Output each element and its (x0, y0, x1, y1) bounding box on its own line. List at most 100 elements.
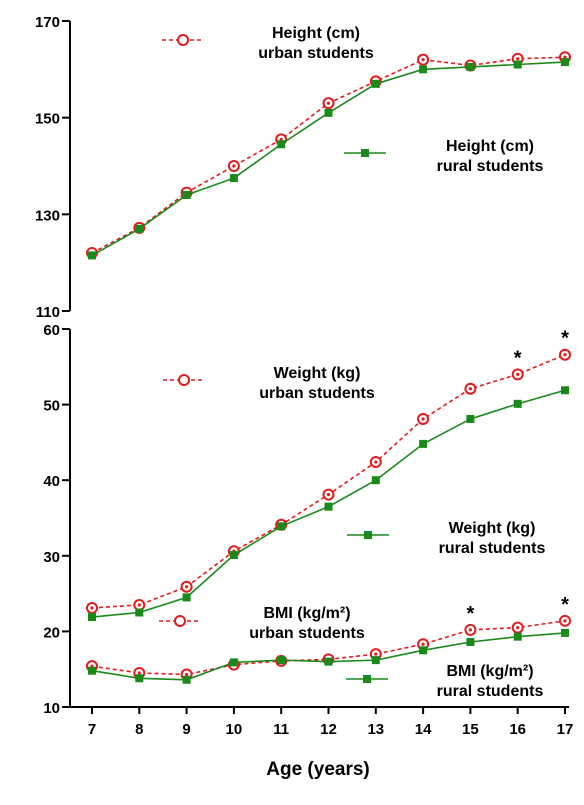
weight_bmi-series-0-marker-dot (563, 353, 567, 357)
weight_bmi-series-1-point (277, 522, 286, 531)
height-series-1-point (277, 140, 286, 149)
significance-asterisk: * (561, 594, 569, 616)
height-series-1-point (466, 62, 475, 71)
weight_bmi-series-3-point (466, 637, 475, 646)
legend-label: urban students (259, 385, 375, 402)
height-series-0-marker-dot (516, 57, 520, 61)
axes-layer: 110 130 150 170 10 20 30 40 50 60 7 8 9 10 11 12 13 14 15 1… (35, 14, 573, 738)
height-series-0-marker-dot (232, 164, 236, 168)
height-series-1-point (88, 251, 96, 260)
weight_bmi-series-3-point (371, 656, 380, 665)
weight_bmi-series-2-marker-dot (468, 628, 472, 632)
weight_bmi-series-3-point (419, 646, 428, 655)
weight_bmi-y-tick-label: 40 (43, 473, 60, 490)
height-series-0-line (91, 56, 566, 254)
height-series-1-point (135, 224, 144, 233)
legend-marker (363, 675, 371, 683)
weight_bmi-series-0-marker-dot (468, 387, 472, 391)
legend-marker (178, 374, 190, 386)
weight_bmi-series-1-point (466, 414, 475, 423)
height-series-0-marker-dot (326, 101, 331, 105)
weight_bmi-series-1-point (419, 439, 428, 448)
height-y-tick-label: 130 (35, 207, 60, 224)
weight_bmi-series-1-point (229, 551, 238, 560)
legend-label: urban students (258, 45, 374, 62)
legend-label: rural students (437, 683, 544, 700)
legend-label: Height (cm) (446, 138, 534, 155)
weight_bmi-series-0-marker-dot (374, 460, 378, 464)
weight_bmi-series-1-point (135, 608, 144, 617)
legend-label: BMI (kg/m²) (263, 605, 350, 622)
weight_bmi-series-2-marker-dot (185, 672, 189, 677)
weight_bmi-series-3-point (513, 632, 522, 641)
legend-marker (361, 149, 369, 157)
height-series-0-marker-dot (279, 137, 283, 142)
legend-label: rural students (437, 158, 544, 175)
x-tick-label: 7 (88, 721, 96, 738)
weight_bmi-series-3-point (324, 657, 333, 666)
weight_bmi-series-1-point (88, 613, 96, 622)
height-series-1-point (229, 174, 238, 183)
weight_bmi-series-0-marker-dot (137, 603, 141, 607)
weight_bmi-series-0-marker-dot (421, 417, 425, 421)
significance-asterisk: * (561, 328, 569, 350)
weight_bmi-series-0-marker-dot (185, 585, 189, 589)
weight_bmi-series-2-marker-dot (563, 619, 567, 623)
plot-layer: * * * * (86, 51, 571, 684)
weight_bmi-y-tick-label: 10 (43, 700, 60, 717)
weight_bmi-series-3-point (182, 675, 191, 684)
height-y-tick-label: 110 (36, 304, 60, 321)
weight_bmi-y-tick-label: 60 (43, 322, 60, 339)
weight_bmi-series-1-point (561, 386, 569, 395)
x-tick-label: 14 (415, 721, 432, 738)
weight_bmi-series-2-marker-dot (421, 642, 425, 646)
weight_bmi-series-3-point (229, 658, 238, 667)
x-tick-label: 13 (367, 721, 384, 738)
x-tick-label: 9 (182, 721, 190, 738)
height-series-0-marker-dot (421, 58, 425, 62)
x-tick-label: 11 (273, 721, 289, 738)
legend-marker (364, 531, 372, 539)
weight_bmi-series-2-marker-dot (137, 671, 141, 675)
x-tick-label: 16 (509, 721, 526, 738)
weight_bmi-series-3-point (135, 674, 144, 683)
weight_bmi-series-3-point (561, 628, 569, 637)
legend-label: urban students (249, 625, 365, 642)
x-tick-label: 12 (320, 721, 337, 738)
height-series-1-point (371, 79, 380, 88)
weight_bmi-series-1-point (371, 476, 380, 485)
legend-marker (177, 34, 189, 46)
weight_bmi-series-3-point (277, 656, 286, 665)
weight_bmi-series-0-marker-dot (326, 492, 331, 497)
x-tick-label: 10 (226, 721, 243, 738)
x-tick-label: 15 (462, 721, 479, 738)
weight_bmi-series-2-marker-dot (516, 626, 520, 630)
legend-label: Weight (kg) (274, 365, 361, 382)
height-y-tick-label: 170 (35, 14, 60, 31)
weight_bmi-series-1-point (182, 593, 191, 602)
legend-layer: Height (cm) urban students Height (cm) rura… (159, 25, 545, 700)
x-axis-label: Age (years) (266, 759, 370, 780)
significance-asterisk: * (467, 603, 475, 625)
height-y-tick-label: 150 (35, 111, 60, 128)
height-series-1-point (182, 191, 191, 199)
height-series-1-point (324, 108, 333, 117)
x-tick-label: 17 (557, 721, 574, 738)
legend-label: Weight (kg) (449, 520, 536, 537)
weight_bmi-series-0-marker-dot (516, 372, 520, 376)
weight_bmi-series-0-marker-dot (90, 606, 94, 610)
legend-marker (174, 615, 186, 627)
weight_bmi-y-tick-label: 50 (43, 398, 60, 415)
legend-label: Height (cm) (272, 25, 360, 42)
height-series-1-point (561, 58, 569, 67)
weight_bmi-y-tick-label: 20 (43, 624, 60, 641)
weight_bmi-series-2-marker-dot (374, 652, 378, 656)
significance-asterisk: * (514, 347, 522, 369)
height-series-0-marker-dot (563, 55, 567, 59)
legend-label: rural students (439, 540, 546, 557)
weight_bmi-series-3-point (88, 666, 96, 675)
weight_bmi-y-tick-label: 30 (43, 549, 60, 566)
legend-label: BMI (kg/m²) (446, 663, 533, 680)
height-series-1-point (513, 60, 522, 69)
